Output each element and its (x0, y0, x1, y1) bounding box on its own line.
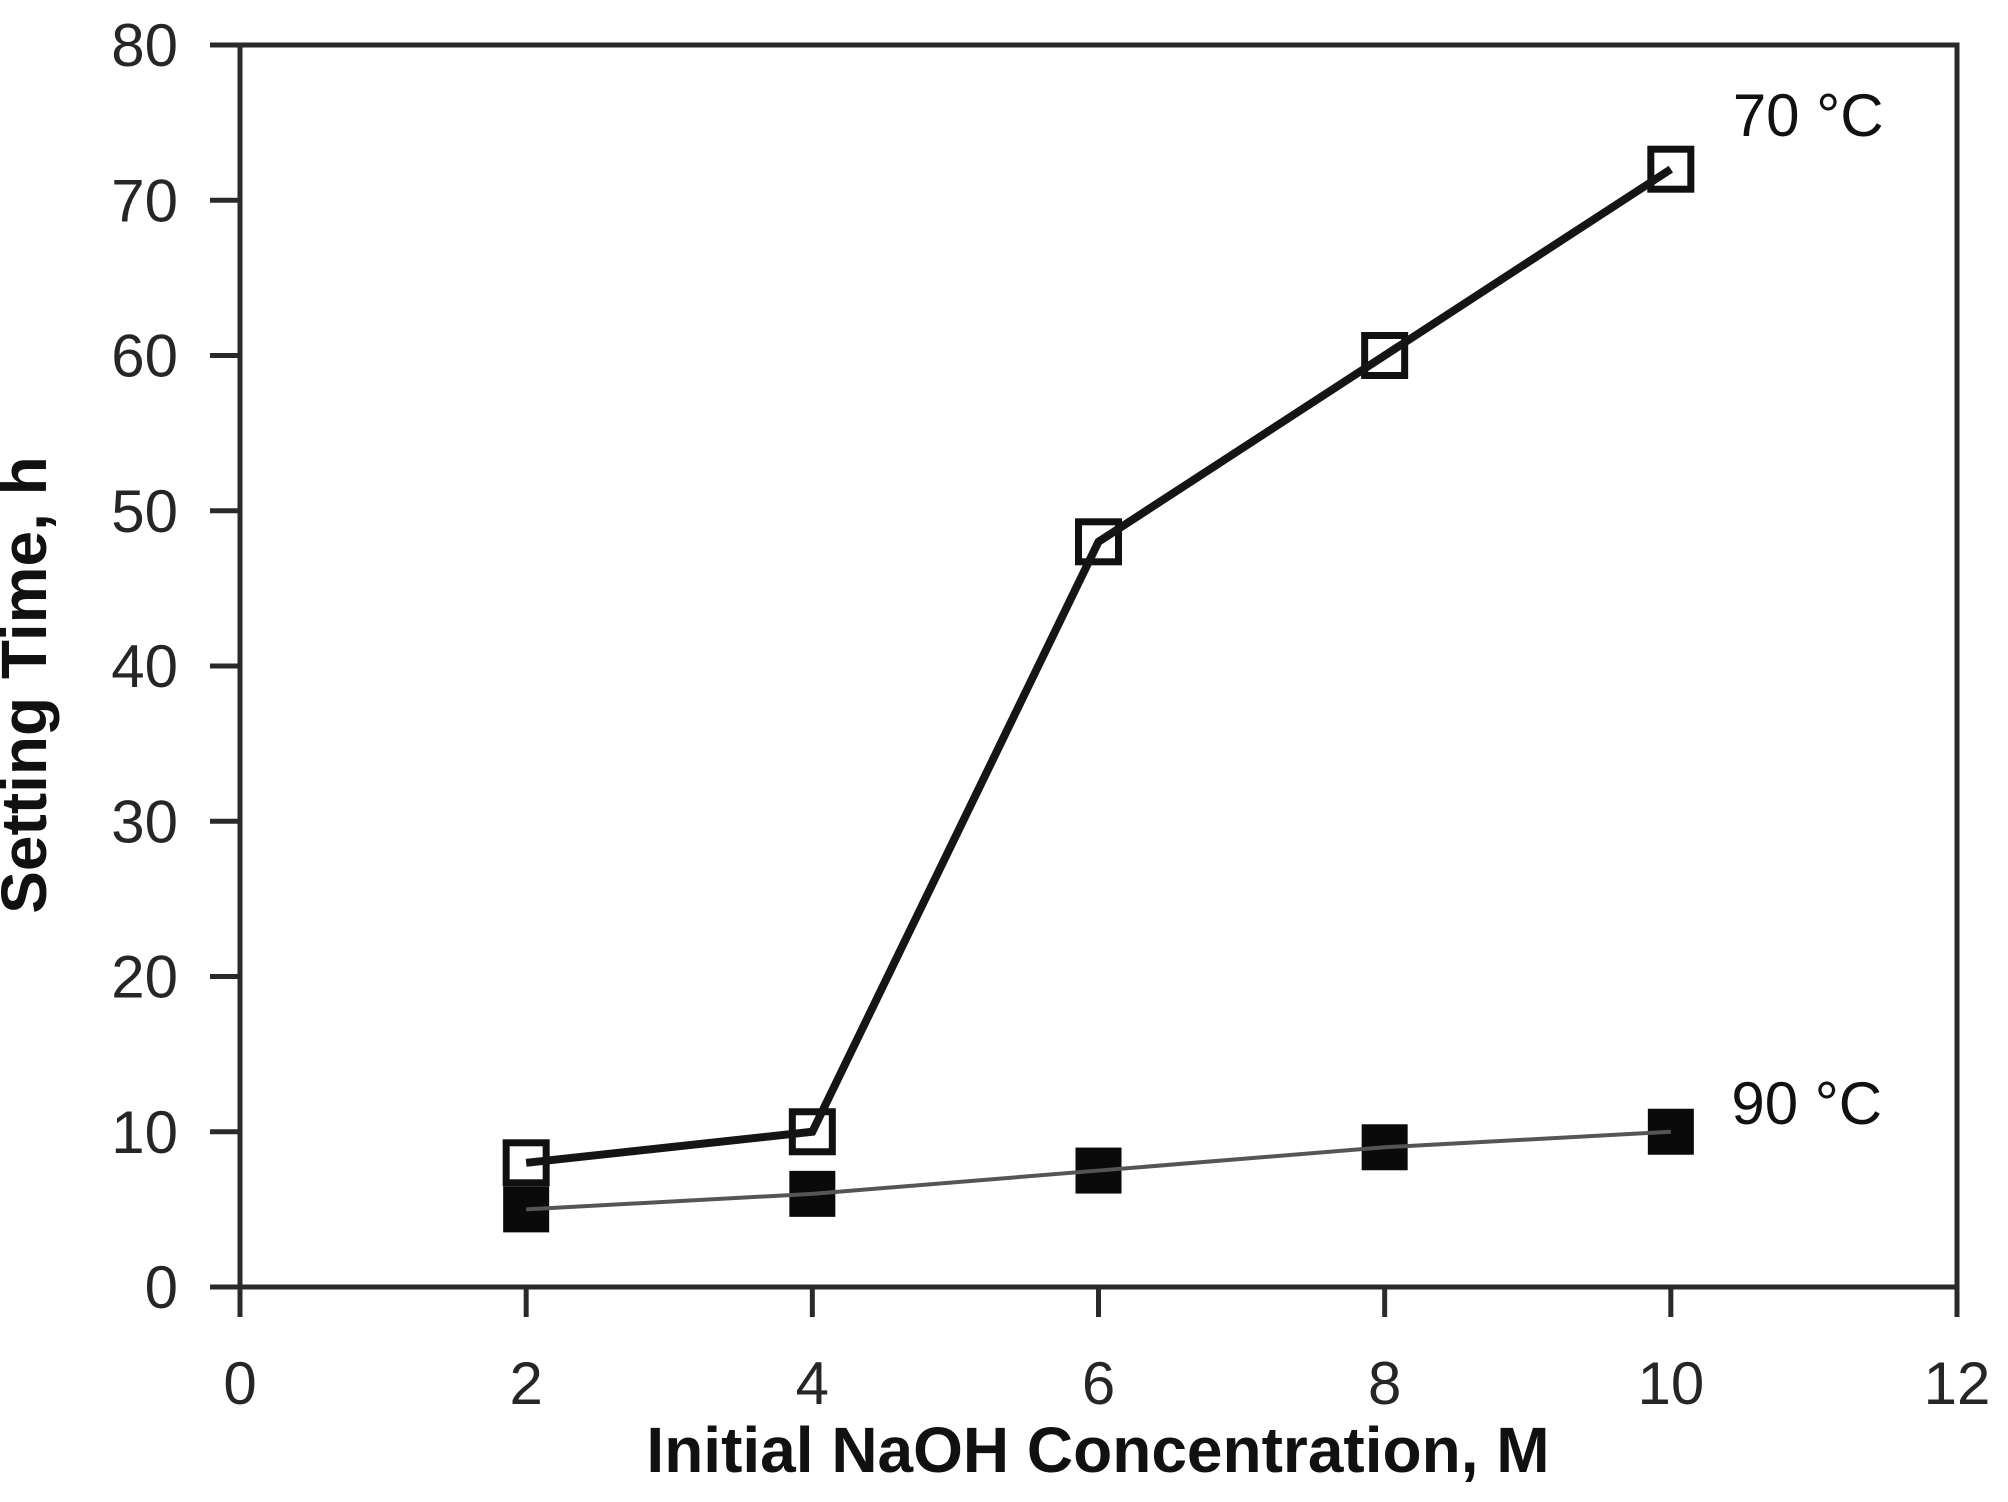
series-line-0 (525, 165, 1674, 1167)
series-layer (502, 145, 1695, 1233)
y-tick-label: 80 (111, 12, 178, 79)
x-tick-label: 10 (1637, 1350, 1704, 1417)
y-tick-label: 60 (111, 323, 178, 390)
y-tick-label: 70 (111, 167, 178, 234)
x-tick-label: 0 (223, 1350, 256, 1417)
y-tick-label: 10 (111, 1099, 178, 1166)
x-tick-label: 12 (1924, 1350, 1991, 1417)
tick-labels-layer: 0 2 4 6 8 10 12 0 10 20 30 40 50 60 70 80 (111, 12, 1990, 1417)
x-tick-label: 2 (509, 1350, 542, 1417)
y-tick-label: 0 (145, 1254, 178, 1321)
plot-border (237, 42, 1960, 1290)
y-tick-label: 30 (111, 788, 178, 855)
x-tick-label: 6 (1082, 1350, 1115, 1417)
x-tick-label: 4 (796, 1350, 829, 1417)
y-tick-label: 20 (111, 944, 178, 1011)
annotations-layer: 70 °C 90 °C (1731, 82, 1883, 1137)
x-tick-label: 8 (1368, 1350, 1401, 1417)
axis-ticks-layer (210, 42, 1960, 1317)
x-axis-title: Initial NaOH Concentration, M (646, 1414, 1549, 1486)
series-label-0: 70 °C (1733, 82, 1884, 149)
y-tick-label: 50 (111, 478, 178, 545)
series-line-1 (526, 1129, 1671, 1212)
y-tick-label: 40 (111, 633, 178, 700)
y-axis-title: Setting Time, h (0, 456, 60, 914)
series-label-1: 90 °C (1731, 1070, 1882, 1137)
